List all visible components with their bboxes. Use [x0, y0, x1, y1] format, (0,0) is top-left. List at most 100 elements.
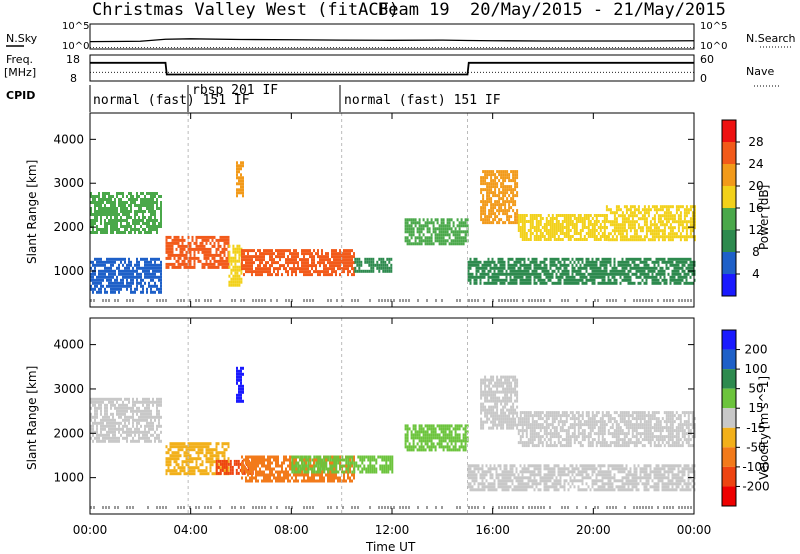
range-gate-cell — [412, 433, 415, 437]
range-gate-cell — [691, 266, 694, 270]
range-gate-cell — [96, 406, 98, 410]
range-gate-cell — [275, 273, 277, 277]
range-gate-cell — [144, 263, 146, 267]
range-gate-cell — [242, 176, 244, 180]
range-gate-cell — [235, 459, 238, 463]
range-gate-cell — [223, 250, 226, 254]
range-gate-cell — [193, 442, 196, 446]
range-gate-cell — [647, 238, 650, 242]
range-gate-cell — [487, 278, 490, 282]
range-gate-cell — [347, 261, 349, 265]
ground-scatter-cell — [219, 299, 221, 302]
range-gate-cell — [98, 204, 100, 207]
range-gate-cell — [372, 257, 375, 261]
range-gate-cell — [593, 235, 596, 238]
range-gate-cell — [279, 479, 281, 483]
range-gate-cell — [499, 257, 502, 261]
range-gate-cell — [339, 455, 341, 459]
range-gate-cell — [108, 269, 110, 273]
range-gate-cell — [593, 266, 596, 270]
range-gate-cell — [339, 258, 341, 262]
range-gate-cell — [535, 272, 538, 276]
range-gate-cell — [132, 201, 134, 204]
range-gate-cell — [230, 271, 233, 275]
range-gate-cell — [301, 458, 304, 462]
range-gate-cell — [507, 257, 510, 261]
range-gate-cell — [345, 249, 347, 253]
range-gate-cell — [267, 458, 269, 462]
range-gate-cell — [502, 200, 505, 204]
range-gate-cell — [609, 238, 612, 242]
range-gate-cell — [511, 266, 514, 270]
range-gate-cell — [360, 260, 363, 264]
range-gate-cell — [96, 228, 98, 231]
range-gate-cell — [351, 473, 353, 477]
range-gate-cell — [669, 223, 672, 227]
range-gate-cell — [450, 448, 453, 452]
range-gate-cell — [591, 266, 594, 270]
y-tick-label: 2000 — [53, 220, 84, 234]
range-gate-cell — [577, 232, 580, 235]
range-gate-cell — [152, 278, 154, 282]
range-gate-cell — [506, 200, 509, 204]
range-gate-cell — [408, 427, 411, 431]
range-gate-cell — [521, 257, 524, 261]
range-gate-cell — [557, 278, 560, 282]
range-gate-cell — [343, 479, 345, 483]
range-gate-cell — [221, 451, 224, 455]
range-gate-cell — [679, 278, 682, 282]
range-gate-cell — [173, 265, 176, 269]
range-gate-cell — [353, 455, 355, 459]
range-gate-cell — [490, 179, 493, 183]
range-gate-cell — [94, 266, 96, 270]
range-gate-cell — [473, 260, 476, 264]
range-gate-cell — [313, 473, 315, 477]
range-gate-cell — [120, 427, 122, 431]
range-gate-cell — [134, 225, 136, 228]
range-gate-cell — [225, 238, 228, 242]
range-gate-cell — [575, 217, 578, 220]
range-gate-cell — [90, 406, 92, 410]
range-gate-cell — [643, 281, 646, 285]
range-gate-cell — [689, 217, 692, 221]
range-gate-cell — [351, 261, 353, 265]
range-gate-cell — [134, 263, 136, 267]
range-gate-cell — [173, 235, 176, 239]
range-gate-cell — [136, 439, 138, 443]
range-gate-cell — [585, 278, 588, 282]
range-gate-cell — [94, 204, 96, 207]
range-gate-cell — [211, 235, 214, 239]
range-gate-cell — [649, 229, 652, 233]
range-gate-cell — [140, 424, 142, 428]
range-gate-cell — [134, 216, 136, 219]
range-gate-cell — [136, 421, 138, 425]
range-gate-cell — [335, 255, 337, 259]
range-gate-cell — [271, 264, 273, 268]
range-gate-cell — [257, 270, 259, 274]
range-gate-cell — [683, 263, 686, 267]
range-gate-cell — [167, 463, 170, 467]
range-gate-cell — [603, 238, 606, 241]
range-gate-cell — [138, 400, 140, 404]
range-gate-cell — [677, 281, 680, 285]
range-gate-cell — [106, 266, 108, 270]
range-gate-cell — [237, 465, 240, 469]
range-gate-cell — [193, 241, 196, 245]
range-gate-cell — [331, 455, 333, 459]
range-gate-cell — [523, 220, 526, 223]
range-gate-cell — [154, 430, 156, 434]
range-gate-cell — [631, 272, 634, 276]
range-gate-cell — [114, 284, 116, 288]
range-gate-cell — [533, 272, 536, 276]
range-gate-cell — [158, 439, 160, 443]
range-gate-cell — [354, 269, 357, 273]
range-gate-cell — [533, 278, 536, 282]
range-gate-cell — [110, 195, 112, 198]
ground-scatter-cell — [534, 299, 536, 302]
range-gate-cell — [236, 259, 239, 263]
range-gate-cell — [150, 219, 152, 222]
range-gate-cell — [484, 203, 487, 207]
range-gate-cell — [331, 464, 334, 468]
ground-scatter-cell — [531, 299, 533, 302]
range-gate-cell — [371, 470, 374, 474]
